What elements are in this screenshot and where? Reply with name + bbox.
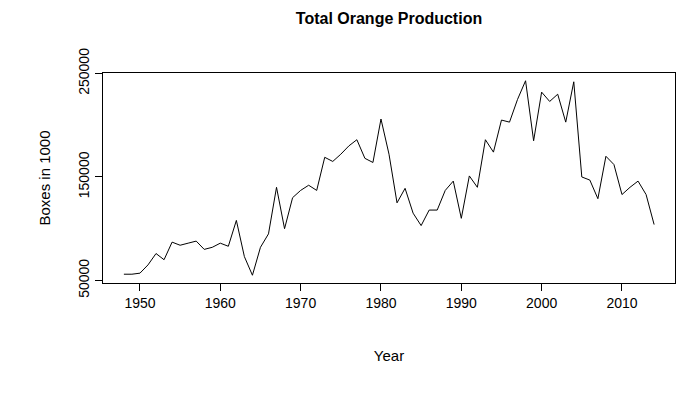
svg-text:Year: Year bbox=[374, 347, 404, 364]
svg-text:Boxes in 1000: Boxes in 1000 bbox=[36, 130, 53, 225]
svg-text:150000: 150000 bbox=[76, 151, 92, 198]
svg-text:2010: 2010 bbox=[606, 295, 637, 311]
svg-text:50000: 50000 bbox=[76, 259, 92, 298]
svg-text:1950: 1950 bbox=[124, 295, 155, 311]
svg-text:1970: 1970 bbox=[285, 295, 316, 311]
svg-text:1960: 1960 bbox=[205, 295, 236, 311]
svg-text:1980: 1980 bbox=[365, 295, 396, 311]
svg-text:Total Orange Production: Total Orange Production bbox=[296, 10, 482, 27]
svg-text:1990: 1990 bbox=[446, 295, 477, 311]
svg-text:2000: 2000 bbox=[526, 295, 557, 311]
svg-text:250000: 250000 bbox=[76, 48, 92, 95]
